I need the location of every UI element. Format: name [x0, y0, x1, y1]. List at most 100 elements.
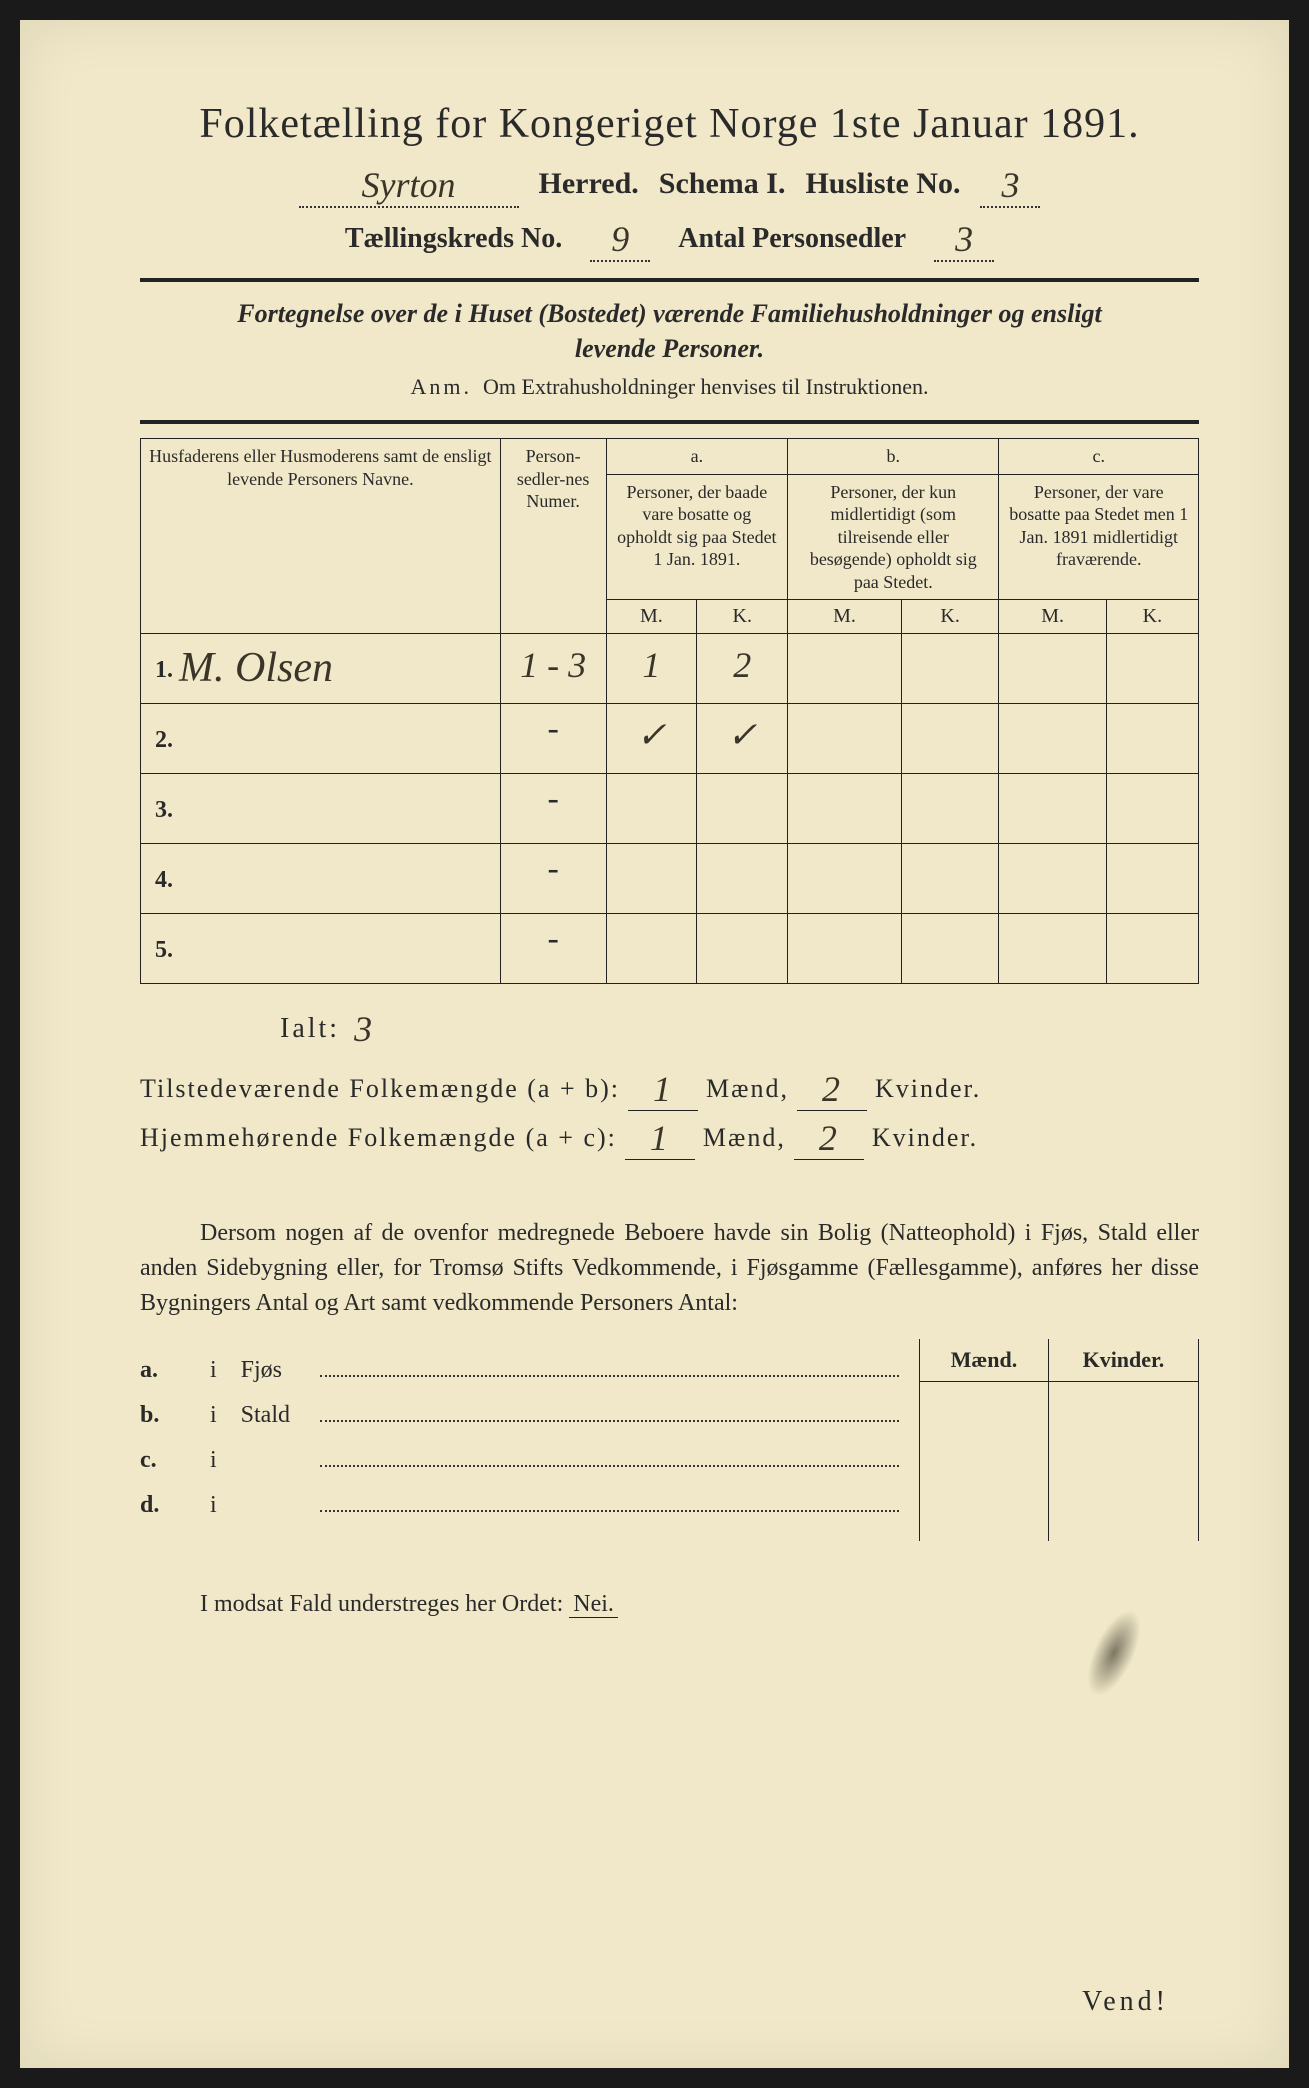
count-cell — [999, 774, 1106, 844]
count-cell — [788, 914, 902, 984]
count-cell — [606, 914, 697, 984]
table-row: 5. - — [141, 914, 1199, 984]
fortegnelse-line1: Fortegnelse over de i Huset (Bostedet) v… — [237, 299, 1102, 328]
count-cell — [1106, 634, 1198, 704]
mk-small-table: Mænd. Kvinder. — [919, 1339, 1199, 1542]
count-cell — [901, 844, 999, 914]
mk-k: K. — [697, 600, 788, 634]
side-building-row: a. i Fjøs — [140, 1353, 899, 1384]
count-cell — [999, 844, 1106, 914]
row-number: 1. M. Olsen — [141, 634, 501, 704]
count-cell: ✓ — [606, 704, 697, 774]
count-cell — [999, 634, 1106, 704]
modsat-line: I modsat Fald understreges her Ordet: Ne… — [140, 1591, 1199, 1618]
count-cell — [1106, 914, 1198, 984]
anm-text: Om Extrahusholdninger henvises til Instr… — [483, 374, 928, 399]
table-row: 2. -✓✓ — [141, 704, 1199, 774]
kvinder-label: Kvinder. — [872, 1123, 978, 1153]
count-cell — [697, 914, 788, 984]
table-row: 3. - — [141, 774, 1199, 844]
col-b-head: b. — [788, 439, 999, 475]
col-c-head: c. — [999, 439, 1199, 475]
summary-2-m: 1 — [625, 1117, 695, 1160]
row-letter: a. — [140, 1357, 210, 1384]
row-letter: c. — [140, 1447, 210, 1474]
fortegnelse-line2: levende Personer. — [575, 334, 764, 363]
header-row-1: Syrton Herred. Schema I. Husliste No. 3 — [140, 160, 1199, 204]
row-i: i — [210, 1492, 320, 1519]
side-building-row: c. i — [140, 1443, 899, 1474]
count-cell — [788, 634, 902, 704]
row-letter: d. — [140, 1492, 210, 1519]
row-letter: b. — [140, 1402, 210, 1429]
table-row: 1. M. Olsen1 - 312 — [141, 634, 1199, 704]
row-number: 5. — [141, 914, 501, 984]
mk-k-header: Kvinder. — [1048, 1339, 1198, 1382]
mk-m: M. — [788, 600, 902, 634]
antal-label: Antal Personsedler — [678, 223, 906, 255]
sedler-cell: - — [500, 844, 606, 914]
summary-label-2: Hjemmehørende Folkemængde (a + c): — [140, 1123, 617, 1153]
ialt-label: Ialt: — [280, 1013, 340, 1044]
schema-label: Schema I. — [659, 167, 786, 201]
sedler-cell: - — [500, 774, 606, 844]
summary-hjemme: Hjemmehørende Folkemængde (a + c): 1 Mæn… — [140, 1113, 1199, 1156]
count-cell — [999, 704, 1106, 774]
kreds-label: Tællingskreds No. — [345, 223, 562, 255]
count-cell — [901, 914, 999, 984]
count-cell — [901, 704, 999, 774]
col-sedler: Person-sedler-nes Numer. — [500, 439, 606, 634]
count-cell — [901, 634, 999, 704]
divider — [140, 278, 1199, 282]
mk-cell — [1048, 1461, 1198, 1501]
sedler-cell: 1 - 3 — [500, 634, 606, 704]
dotted-fill — [320, 1398, 899, 1422]
building-paragraph: Dersom nogen af de ovenfor medregnede Be… — [140, 1216, 1199, 1320]
count-cell — [606, 844, 697, 914]
side-buildings-section: a. i Fjøs b. i Stald c. i d. i Mænd. Kvi… — [140, 1339, 1199, 1542]
mk-k: K. — [901, 600, 999, 634]
side-building-row: b. i Stald — [140, 1398, 899, 1429]
row-number: 3. — [141, 774, 501, 844]
mk-cell — [1048, 1381, 1198, 1421]
count-cell — [1106, 844, 1198, 914]
kreds-value: 9 — [590, 218, 650, 262]
divider — [140, 420, 1199, 424]
vend-label: Vend! — [1082, 1986, 1169, 2018]
mk-cell — [920, 1501, 1049, 1541]
count-cell — [901, 774, 999, 844]
col-names: Husfaderens eller Husmoderens samt de en… — [141, 439, 501, 634]
herred-label: Herred. — [539, 167, 639, 201]
anm-note: Anm. Om Extrahusholdninger henvises til … — [140, 374, 1199, 400]
table-row: 4. - — [141, 844, 1199, 914]
modsat-text: I modsat Fald understreges her Ordet: — [200, 1591, 563, 1617]
count-cell: ✓ — [697, 704, 788, 774]
ialt-value: 3 — [354, 1009, 372, 1049]
herred-value: Syrton — [299, 164, 519, 208]
count-cell — [788, 844, 902, 914]
mk-m-header: Mænd. — [920, 1339, 1049, 1382]
fortegnelse-heading: Fortegnelse over de i Huset (Bostedet) v… — [140, 296, 1199, 366]
row-i: i Stald — [210, 1402, 320, 1429]
anm-label: Anm. — [411, 374, 473, 399]
summary-1-m: 1 — [628, 1068, 698, 1111]
mk-k: K. — [1106, 600, 1198, 634]
row-i: i Fjøs — [210, 1357, 320, 1384]
count-cell — [788, 774, 902, 844]
antal-value: 3 — [934, 218, 994, 262]
mk-m: M. — [606, 600, 697, 634]
side-buildings-list: a. i Fjøs b. i Stald c. i d. i — [140, 1339, 899, 1533]
sedler-cell: - — [500, 914, 606, 984]
summary-1-k: 2 — [797, 1068, 867, 1111]
count-cell — [1106, 704, 1198, 774]
husliste-label: Husliste No. — [805, 167, 960, 201]
count-cell: 2 — [697, 634, 788, 704]
col-c-desc: Personer, der vare bosatte paa Stedet me… — [999, 474, 1199, 600]
modsat-nei: Nei. — [569, 1591, 618, 1618]
col-b-desc: Personer, der kun midlertidigt (som tilr… — [788, 474, 999, 600]
census-table: Husfaderens eller Husmoderens samt de en… — [140, 438, 1199, 984]
mk-m: M. — [999, 600, 1106, 634]
sedler-cell: - — [500, 704, 606, 774]
husliste-value: 3 — [980, 164, 1040, 208]
row-number: 4. — [141, 844, 501, 914]
